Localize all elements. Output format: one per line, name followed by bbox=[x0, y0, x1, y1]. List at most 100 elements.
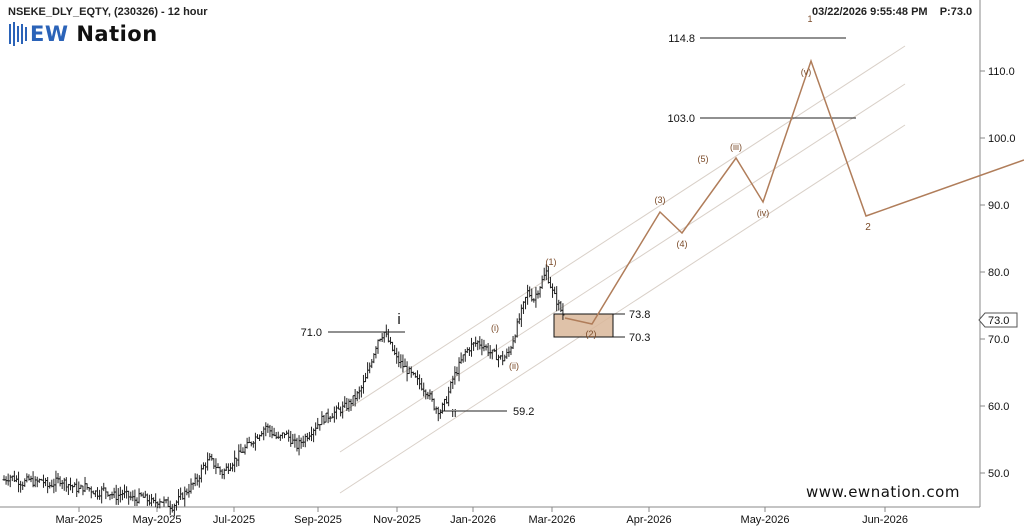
ohlc-bar bbox=[368, 362, 372, 374]
ohlc-bar bbox=[324, 412, 328, 423]
y-axis-ticks: 50.0 60.0 70.0 80.0 90.0 100.0 110.0 bbox=[980, 66, 1016, 480]
ohlc-bar bbox=[137, 488, 141, 504]
ohlc-bar bbox=[337, 402, 341, 410]
ohlc-bar bbox=[494, 344, 498, 361]
ohlc-bar bbox=[501, 350, 505, 366]
ohlc-bar bbox=[526, 284, 530, 305]
ohlc-bar bbox=[382, 331, 386, 343]
ohlc-bar bbox=[253, 432, 257, 451]
ohlc-bar bbox=[488, 345, 492, 359]
channel-upper bbox=[339, 45, 906, 415]
x-tick-label: May-2026 bbox=[741, 514, 790, 526]
ohlc-bar bbox=[17, 471, 21, 493]
ohlc-bar bbox=[538, 286, 542, 298]
ohlc-bar bbox=[480, 338, 484, 356]
ohlc-bar bbox=[183, 486, 187, 507]
ohlc-bar bbox=[343, 396, 347, 408]
logo-text: EW Nation bbox=[30, 22, 158, 46]
ohlc-bar bbox=[141, 492, 145, 498]
ohlc-bar bbox=[503, 354, 507, 362]
wave-label-ii: ii bbox=[452, 408, 457, 420]
ohlc-bar bbox=[68, 477, 72, 491]
ohlc-bar bbox=[162, 496, 166, 507]
ohlc-bar bbox=[289, 430, 293, 447]
wave-label-iv: (iv) bbox=[757, 208, 770, 218]
ohlc-bar bbox=[193, 473, 197, 487]
ohlc-bar bbox=[546, 266, 550, 284]
ohlc-bar bbox=[35, 476, 39, 488]
ohlc-bar bbox=[274, 431, 278, 440]
chart-timestamp-price: 03/22/2026 9:55:48 PM P:73.0 bbox=[812, 6, 972, 18]
ohlc-bar bbox=[418, 374, 422, 390]
ohlc-bar bbox=[147, 494, 151, 506]
ohlc-bar bbox=[133, 489, 137, 507]
level-70-3-label: 70.3 bbox=[629, 332, 650, 344]
ohlc-bar bbox=[239, 443, 243, 453]
ohlc-bar bbox=[420, 378, 424, 391]
ohlc-bar bbox=[484, 344, 488, 351]
ohlc-bar bbox=[145, 493, 149, 506]
ohlc-bar bbox=[332, 406, 336, 423]
ohlc-bar bbox=[461, 354, 465, 363]
x-tick-label: Apr-2026 bbox=[626, 514, 671, 526]
ohlc-bar bbox=[301, 435, 305, 448]
wave-label-3: (3) bbox=[655, 195, 666, 205]
x-axis-ticks: Mar-2025 May-2025 Jul-2025 Sep-2025 Nov-2025… bbox=[55, 507, 908, 526]
ohlc-bar bbox=[310, 426, 314, 442]
wave-label-i: i bbox=[397, 311, 400, 328]
ohlc-bar bbox=[542, 267, 546, 281]
ohlc-bar bbox=[285, 430, 289, 436]
ohlc-bar bbox=[228, 463, 232, 472]
wave-label-2: (2) bbox=[586, 329, 597, 339]
ohlc-bar bbox=[457, 357, 461, 382]
ohlc-bar bbox=[447, 386, 451, 407]
ohlc-bar bbox=[511, 335, 515, 349]
ohlc-bar bbox=[266, 423, 270, 433]
channel-lower bbox=[339, 124, 906, 494]
ohlc-bar bbox=[214, 458, 218, 475]
logo-mark-icon bbox=[9, 22, 27, 46]
ohlc-bar bbox=[226, 463, 230, 475]
ohlc-bar bbox=[231, 462, 235, 472]
wave-label-iii: (iii) bbox=[730, 142, 742, 152]
y-tick-label: 110.0 bbox=[988, 66, 1015, 78]
ohlc-bar bbox=[58, 476, 62, 487]
ohlc-bar bbox=[135, 497, 139, 507]
ohlc-bar bbox=[474, 336, 478, 347]
ohlc-bar bbox=[247, 436, 251, 444]
ohlc-bar bbox=[116, 488, 120, 505]
x-tick-label: Mar-2025 bbox=[55, 514, 102, 526]
ohlc-bar bbox=[235, 457, 239, 467]
ohlc-bar bbox=[359, 385, 363, 398]
y-tick-label: 50.0 bbox=[988, 468, 1009, 480]
ohlc-bar bbox=[470, 337, 473, 357]
ohlc-bar bbox=[478, 336, 482, 350]
ohlc-bar bbox=[482, 339, 486, 352]
ohlc-bar bbox=[25, 473, 29, 483]
wave-label-v: (v) bbox=[801, 67, 812, 77]
ohlc-bar bbox=[187, 483, 191, 498]
x-tick-label: Nov-2025 bbox=[373, 514, 421, 526]
channel-middle bbox=[339, 83, 906, 453]
target-zone-box bbox=[553, 313, 614, 338]
ohlc-bar bbox=[521, 301, 525, 314]
ohlc-bar bbox=[401, 354, 405, 373]
y-tick-label: 80.0 bbox=[988, 267, 1009, 279]
ohlc-bar bbox=[349, 398, 353, 411]
ohlc-bar bbox=[170, 504, 174, 513]
ohlc-bar bbox=[403, 358, 407, 368]
ohlc-bar bbox=[19, 480, 23, 493]
ohlc-bar bbox=[370, 359, 374, 369]
ohlc-bar bbox=[287, 429, 291, 442]
wave-label-paren-ii: (ii) bbox=[509, 361, 519, 371]
level-114-8-label: 114.8 bbox=[668, 33, 695, 45]
price-bars bbox=[2, 264, 565, 517]
last-price-tag: 73.0 bbox=[978, 312, 1018, 328]
ohlc-bar bbox=[415, 370, 419, 386]
ohlc-bar bbox=[276, 431, 280, 439]
ohlc-bar bbox=[459, 352, 463, 364]
ohlc-bar bbox=[56, 473, 60, 484]
ohlc-bar bbox=[553, 286, 557, 295]
chart-title: NSEKE_DLY_EQTY, (230326) - 12 hour bbox=[8, 6, 208, 18]
